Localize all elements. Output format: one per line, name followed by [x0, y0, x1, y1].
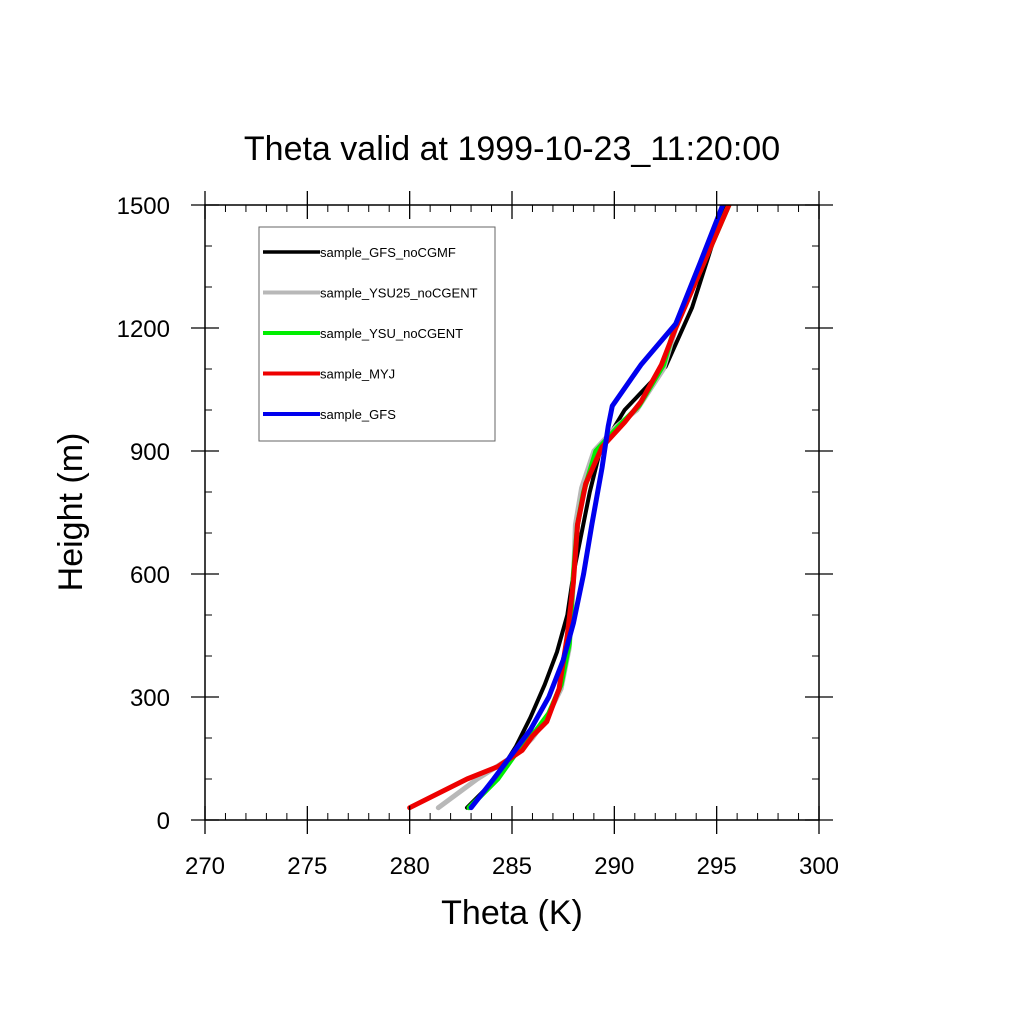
x-tick-label: 295: [697, 853, 737, 880]
x-tick-label: 290: [594, 853, 634, 880]
series-lines: [407, 205, 732, 811]
legend-label: sample_YSU25_noCGENT: [320, 286, 478, 301]
y-tick-label: 900: [130, 439, 170, 466]
series-line-sample_GFS: [468, 205, 726, 811]
plot-area: [191, 191, 833, 834]
y-tick-label: 0: [157, 808, 170, 835]
series-line-sample_MYJ: [407, 205, 732, 811]
x-tick-label: 280: [390, 853, 430, 880]
chart-title: Theta valid at 1999-10-23_11:20:00: [244, 130, 780, 168]
legend-label: sample_MYJ: [320, 367, 395, 382]
legend-label: sample_YSU_noCGENT: [320, 326, 463, 341]
legend-label: sample_GFS: [320, 407, 396, 422]
legend-items: sample_GFS_noCGMF sample_YSU25_noCGENTsam…: [263, 245, 478, 422]
x-axis-label: Theta (K): [441, 894, 583, 932]
plot-frame: [204, 204, 820, 821]
x-tick-label: 270: [185, 853, 225, 880]
y-tick-label: 300: [130, 685, 170, 712]
legend-label: sample_GFS_noCGMF: [320, 245, 456, 260]
y-tick-label: 1500: [117, 193, 170, 220]
x-tick-label: 300: [799, 853, 839, 880]
y-axis-label: Height (m): [52, 433, 90, 592]
y-tick-label: 1200: [117, 316, 170, 343]
y-tick-label: 600: [130, 562, 170, 589]
tick-labels: 270 275 280 285 290 295 300 0 300 600 900 1200 1500: [117, 193, 839, 880]
legend: sample_GFS_noCGMF sample_YSU25_noCGENTsam…: [258, 226, 496, 442]
x-tick-label: 275: [287, 853, 327, 880]
x-tick-label: 285: [492, 853, 532, 880]
